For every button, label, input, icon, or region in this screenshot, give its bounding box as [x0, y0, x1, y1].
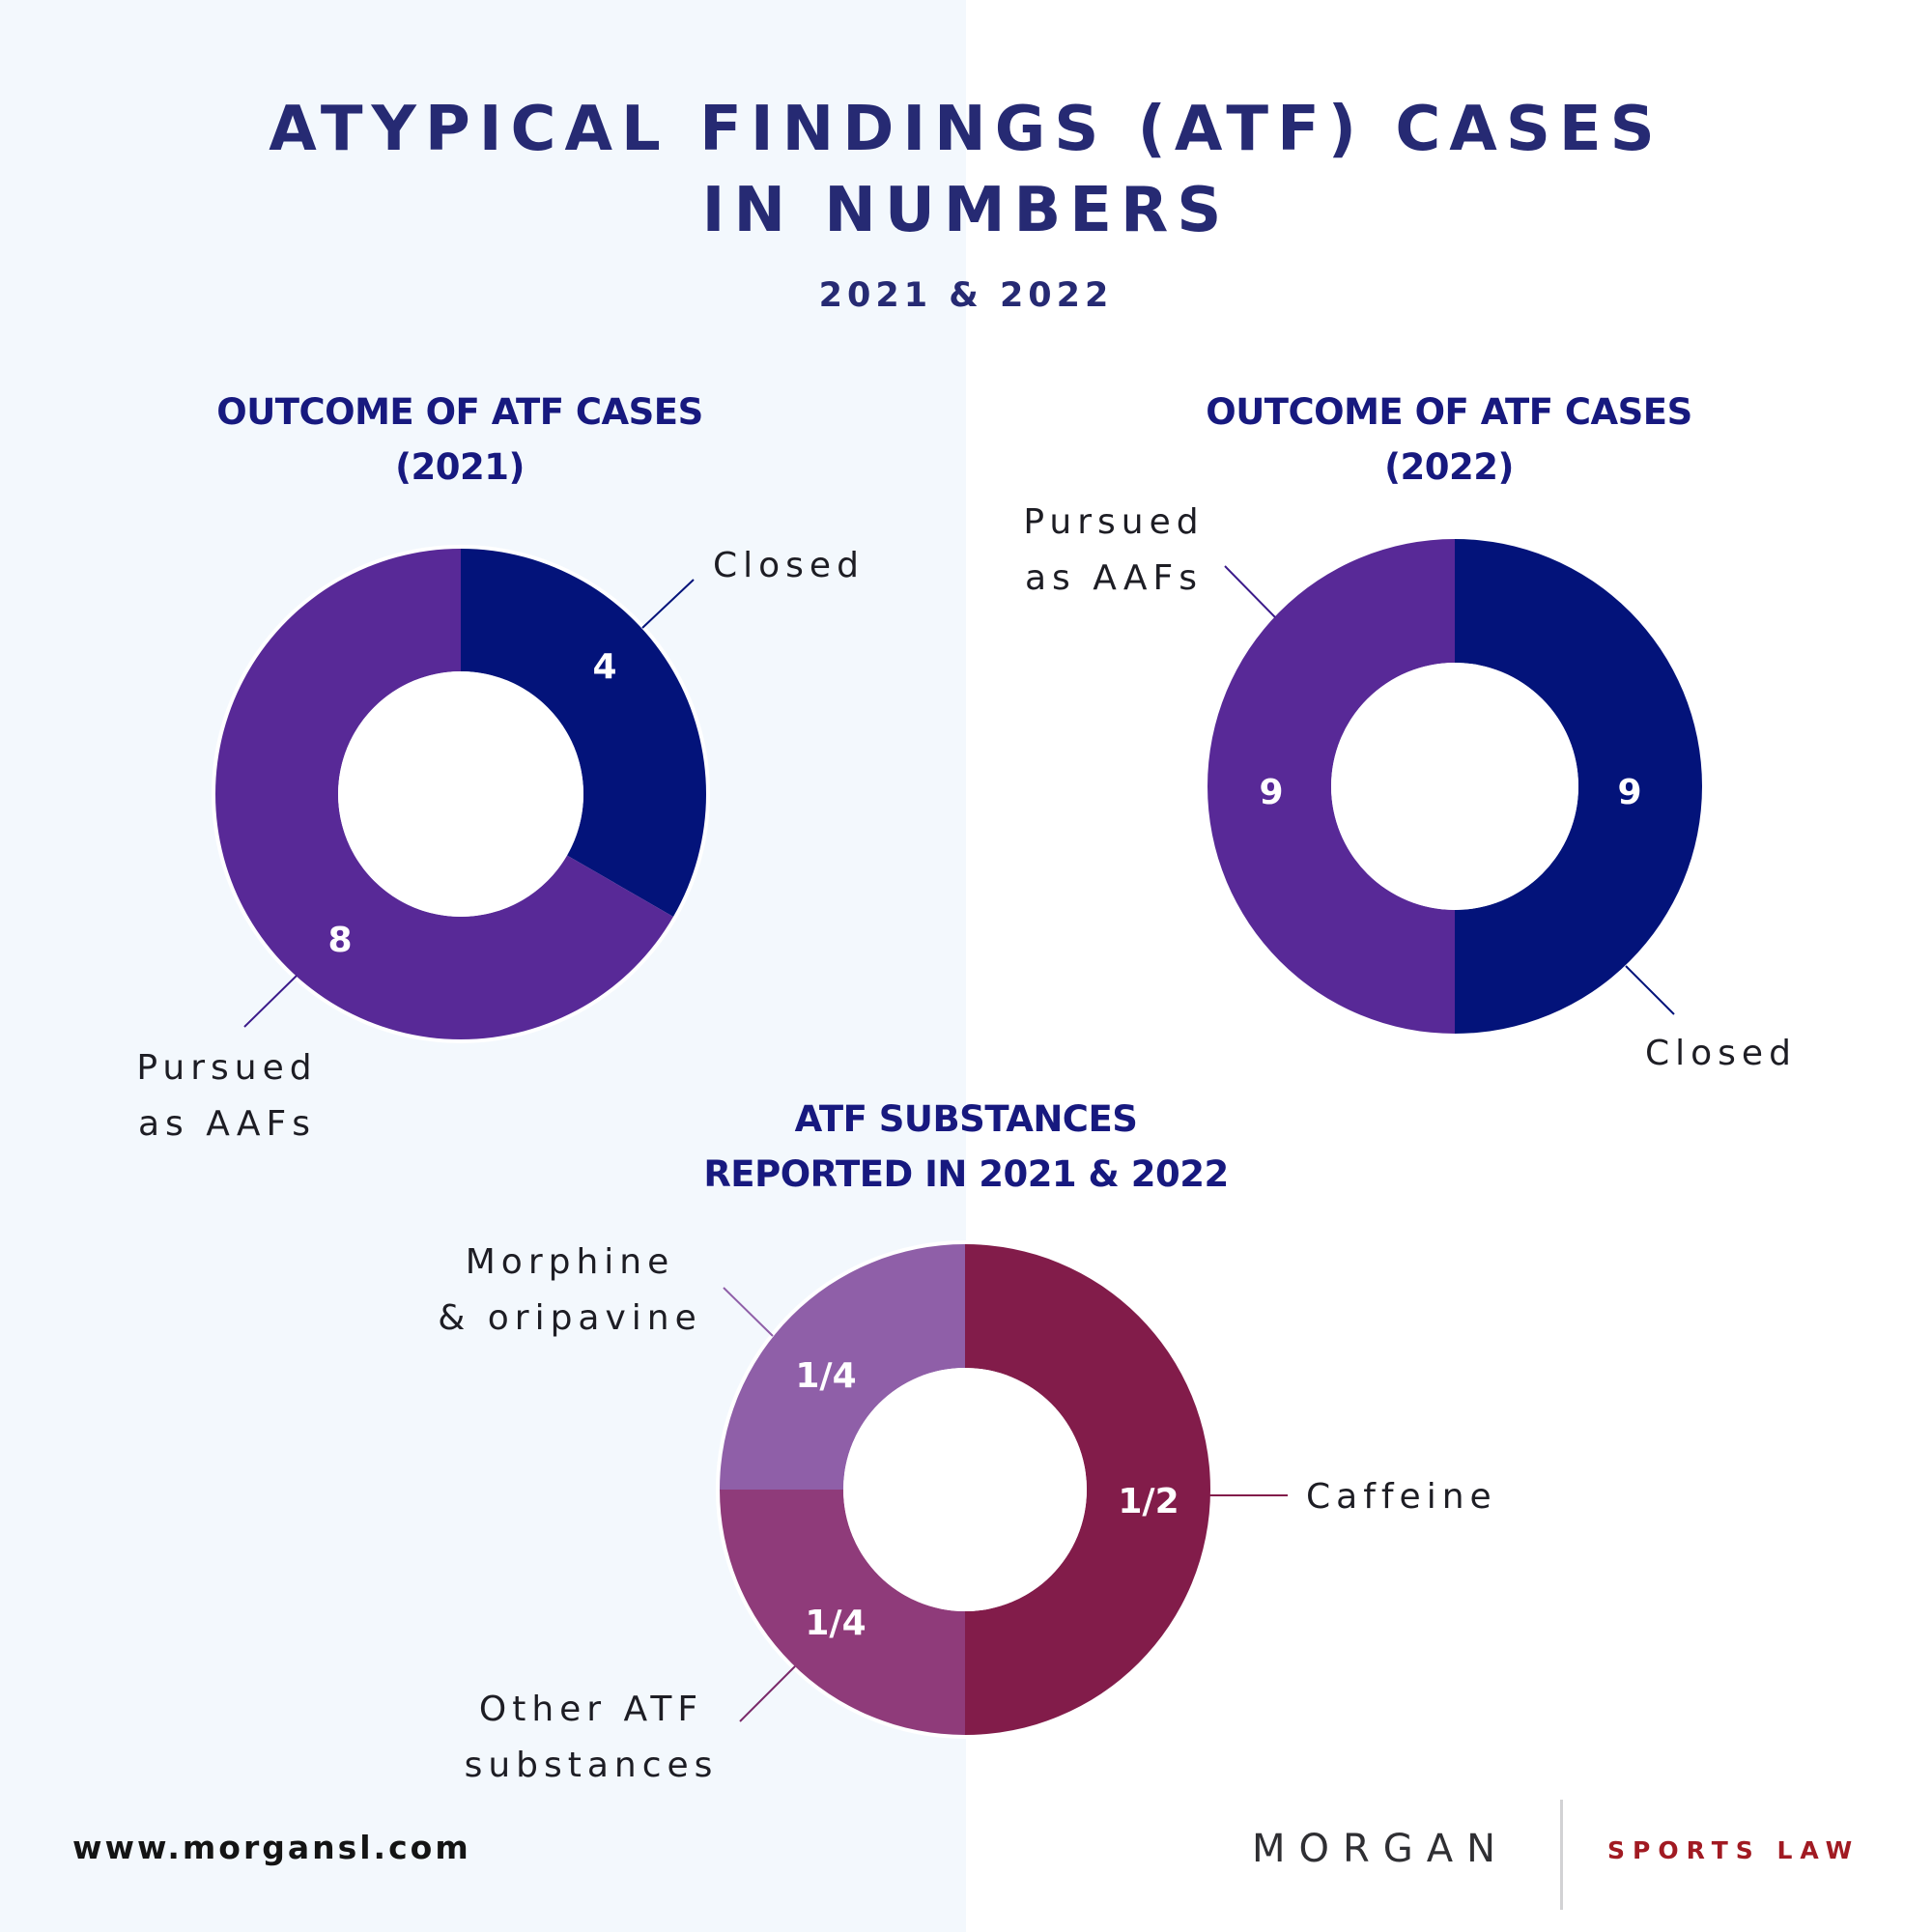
website-link[interactable]: www.morgansl.com — [72, 1829, 471, 1866]
chart-substances-heading: ATF SUBSTANCES REPORTED IN 2021 & 2022 — [628, 1092, 1304, 1202]
page-subtitle: 2021 & 2022 — [818, 276, 1114, 315]
donut-hole — [1331, 663, 1578, 910]
value-label-2021-closed: 4 — [592, 647, 616, 687]
callout-morphine-line-2: & oripavine — [438, 1298, 702, 1338]
page-title-line-1: ATYPICAL FINDINGS (ATF) CASES — [269, 94, 1663, 165]
brand-divider — [1560, 1800, 1563, 1910]
chart-substances-heading-line-2: REPORTED IN 2021 & 2022 — [703, 1153, 1229, 1195]
callout-2022-closed: Closed — [1645, 1034, 1797, 1073]
donut-hole — [338, 671, 583, 917]
callout-2021-closed: Closed — [713, 546, 865, 585]
callout-other-atf-line-1: Other ATF — [478, 1690, 704, 1729]
donut-segment-pursued-as-aafs — [214, 549, 673, 1039]
donut-segment-caffeine — [965, 1244, 1210, 1735]
donut-segment-closed — [461, 549, 706, 917]
donut-segment-other-atf-substances — [720, 1490, 965, 1735]
callout-2021-pursued-line-1: Pursued — [136, 1048, 318, 1088]
donut-chart-substances — [716, 1240, 1214, 1739]
callout-morphine-line-1: Morphine — [465, 1242, 675, 1282]
donut-chart-2021 — [212, 545, 710, 1043]
leader-line-morphine — [723, 1287, 774, 1337]
callout-other-atf: Other ATF substances — [446, 1682, 736, 1794]
leader-line-2022-closed — [1625, 965, 1675, 1015]
page-title: ATYPICAL FINDINGS (ATF) CASES IN NUMBERS — [0, 89, 1932, 251]
leader-line-2021-closed — [641, 579, 695, 629]
value-label-morphine: 1/4 — [795, 1356, 856, 1396]
callout-caffeine: Caffeine — [1306, 1477, 1497, 1517]
donut-hole — [843, 1368, 1087, 1611]
callout-2022-pursued-line-1: Pursued — [1023, 502, 1205, 542]
value-label-2022-pursued: 9 — [1259, 773, 1283, 812]
value-label-2022-closed: 9 — [1617, 773, 1641, 812]
callout-2022-pursued: Pursued as AAFs — [1003, 495, 1225, 607]
brand-logo-sports-law: SPORTS LAW — [1607, 1836, 1861, 1864]
value-label-other: 1/4 — [805, 1604, 866, 1643]
chart-2022-heading-line-2: (2022) — [1384, 446, 1514, 488]
callout-other-atf-line-2: substances — [464, 1746, 719, 1785]
leader-line-2022-pursued — [1224, 565, 1276, 618]
donut-chart-2022 — [1204, 535, 1706, 1037]
callout-2022-pursued-line-2: as AAFs — [1025, 558, 1203, 598]
chart-2021-heading-line-2: (2021) — [395, 446, 525, 488]
value-label-caffeine: 1/2 — [1118, 1482, 1179, 1521]
chart-2022-heading: OUTCOME OF ATF CASES (2022) — [1159, 384, 1739, 495]
chart-2022-heading-line-1: OUTCOME OF ATF CASES — [1206, 391, 1692, 433]
callout-2021-pursued-line-2: as AAFs — [138, 1104, 316, 1144]
callout-morphine: Morphine & oripavine — [425, 1235, 715, 1347]
callout-2021-pursued: Pursued as AAFs — [116, 1040, 338, 1152]
chart-2021-heading-line-1: OUTCOME OF ATF CASES — [216, 391, 703, 433]
brand-logo-morgan: MORGAN — [1252, 1827, 1510, 1871]
leader-line-2021-pursued — [243, 975, 298, 1028]
page-title-line-2: IN NUMBERS — [701, 175, 1231, 246]
leader-line-other — [739, 1665, 796, 1722]
chart-2021-heading: OUTCOME OF ATF CASES (2021) — [170, 384, 750, 495]
value-label-2021-pursued: 8 — [327, 921, 352, 960]
chart-substances-heading-line-1: ATF SUBSTANCES — [794, 1098, 1138, 1140]
donut-segment-morphine-oripavine — [720, 1244, 965, 1490]
